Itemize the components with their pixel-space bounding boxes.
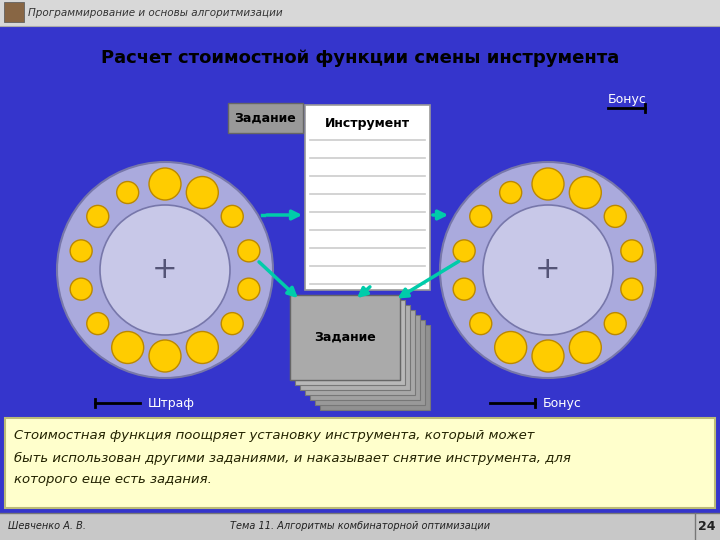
Text: 24: 24	[698, 519, 716, 532]
Text: Тема 11. Алгоритмы комбинаторной оптимизации: Тема 11. Алгоритмы комбинаторной оптимиз…	[230, 521, 490, 531]
FancyBboxPatch shape	[0, 0, 720, 26]
Text: Шевченко А. В.: Шевченко А. В.	[8, 521, 86, 531]
Circle shape	[532, 168, 564, 200]
Text: Программирование и основы алгоритмизации: Программирование и основы алгоритмизации	[28, 8, 283, 18]
FancyBboxPatch shape	[300, 305, 410, 390]
Circle shape	[453, 278, 475, 300]
Circle shape	[483, 205, 613, 335]
Circle shape	[469, 205, 492, 227]
FancyBboxPatch shape	[290, 295, 400, 380]
Text: +: +	[535, 255, 561, 285]
Circle shape	[621, 240, 643, 262]
Circle shape	[70, 240, 92, 262]
Circle shape	[112, 332, 144, 363]
Circle shape	[87, 205, 109, 227]
FancyBboxPatch shape	[310, 315, 420, 400]
Text: Инструмент: Инструмент	[325, 117, 410, 130]
Circle shape	[453, 240, 475, 262]
Circle shape	[100, 205, 230, 335]
FancyBboxPatch shape	[295, 300, 405, 385]
Circle shape	[495, 332, 527, 363]
FancyBboxPatch shape	[320, 325, 430, 410]
FancyBboxPatch shape	[290, 295, 400, 380]
Text: Стоимостная функция поощряет установку инструмента, который может: Стоимостная функция поощряет установку и…	[14, 429, 534, 442]
Circle shape	[238, 278, 260, 300]
Text: Штраф: Штраф	[148, 396, 195, 409]
FancyBboxPatch shape	[315, 320, 425, 405]
Text: +: +	[152, 255, 178, 285]
FancyBboxPatch shape	[4, 2, 24, 22]
Circle shape	[117, 181, 139, 204]
FancyBboxPatch shape	[0, 513, 720, 540]
Circle shape	[87, 313, 109, 335]
Circle shape	[149, 168, 181, 200]
Circle shape	[500, 181, 522, 204]
FancyBboxPatch shape	[228, 103, 303, 133]
Text: быть использован другими заданиями, и наказывает снятие инструмента, для: быть использован другими заданиями, и на…	[14, 451, 571, 464]
Text: Задание: Задание	[314, 331, 376, 344]
Circle shape	[70, 278, 92, 300]
Circle shape	[221, 205, 243, 227]
Circle shape	[186, 332, 218, 363]
Circle shape	[570, 177, 601, 208]
FancyBboxPatch shape	[305, 310, 415, 395]
Circle shape	[186, 177, 218, 208]
Text: Бонус: Бонус	[543, 396, 582, 409]
Circle shape	[149, 340, 181, 372]
FancyBboxPatch shape	[5, 418, 715, 508]
Text: которого еще есть задания.: которого еще есть задания.	[14, 474, 212, 487]
Circle shape	[221, 313, 243, 335]
Circle shape	[604, 313, 626, 335]
Circle shape	[604, 205, 626, 227]
Text: Расчет стоимостной функции смены инструмента: Расчет стоимостной функции смены инструм…	[101, 49, 619, 67]
Circle shape	[532, 340, 564, 372]
Circle shape	[570, 332, 601, 363]
Circle shape	[238, 240, 260, 262]
Circle shape	[57, 162, 273, 378]
Circle shape	[621, 278, 643, 300]
Text: Задание: Задание	[235, 111, 297, 125]
FancyBboxPatch shape	[305, 105, 430, 290]
Circle shape	[469, 313, 492, 335]
Text: Бонус: Бонус	[608, 92, 647, 105]
Circle shape	[440, 162, 656, 378]
